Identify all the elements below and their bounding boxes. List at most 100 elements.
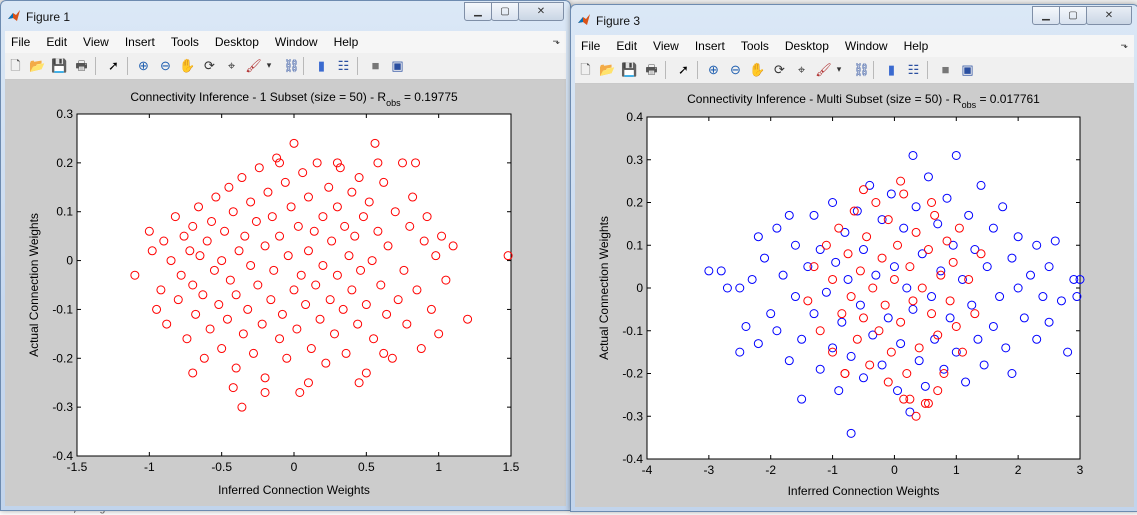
data-point: [899, 223, 909, 233]
save-icon[interactable]: 💾: [621, 62, 638, 77]
data-point: [766, 309, 776, 319]
menu-help[interactable]: Help: [903, 39, 929, 53]
data-point: [238, 329, 248, 339]
menu-tools[interactable]: Tools: [740, 39, 769, 53]
link-plot-icon[interactable]: ⛓: [283, 58, 300, 73]
figure-window-1[interactable]: Figure 1 ▁ ▢ ✕ File Edit View Insert Too…: [0, 0, 571, 511]
window-client: File Edit View Insert Tools Desktop Wind…: [575, 35, 1134, 507]
pointer-icon[interactable]: ➚: [678, 62, 689, 77]
plot-title-main: Connectivity Inference - Multi Subset (s…: [687, 92, 962, 106]
close-button[interactable]: ✕: [1086, 6, 1132, 25]
show-plot-tools-icon[interactable]: ▣: [391, 58, 404, 73]
pointer-icon[interactable]: ➚: [108, 58, 119, 73]
new-figure-icon[interactable]: 🗋: [10, 58, 21, 73]
data-cursor-icon[interactable]: ⌖: [227, 58, 236, 73]
title-bar[interactable]: Figure 1 ▁ ▢ ✕: [1, 1, 570, 31]
menu-view[interactable]: View: [83, 35, 109, 49]
data-point: [896, 176, 906, 186]
data-point: [309, 226, 319, 236]
rotate-3d-icon[interactable]: ⟳: [204, 58, 215, 73]
open-file-icon[interactable]: 📂: [29, 58, 46, 73]
minimize-button[interactable]: ▁: [1032, 6, 1060, 25]
menu-help[interactable]: Help: [333, 35, 359, 49]
legend-icon[interactable]: ☷: [907, 62, 920, 77]
plot-title-subscript: obs: [386, 98, 401, 108]
minimize-button[interactable]: ▁: [464, 2, 492, 21]
brush-icon[interactable]: 🖌: [245, 58, 262, 73]
dock-arrow-icon[interactable]: ⬎: [552, 36, 560, 46]
rotate-3d-icon[interactable]: ⟳: [774, 62, 785, 77]
brush-menu-icon[interactable]: ▾: [836, 64, 842, 74]
zoom-out-icon[interactable]: ⊖: [160, 58, 171, 73]
hide-plot-tools-icon[interactable]: ■: [941, 62, 950, 77]
data-point: [886, 347, 896, 357]
data-point: [207, 216, 217, 226]
close-button[interactable]: ✕: [518, 2, 564, 21]
data-cursor-icon[interactable]: ⌖: [797, 62, 806, 77]
menu-insert[interactable]: Insert: [694, 39, 725, 53]
toolbar-separator: [697, 61, 698, 79]
data-point: [976, 180, 986, 190]
print-icon[interactable]: 🖶: [645, 62, 658, 77]
data-point: [373, 226, 383, 236]
print-icon[interactable]: 🖶: [75, 58, 88, 73]
maximize-button[interactable]: ▢: [491, 2, 519, 21]
menu-insert[interactable]: Insert: [124, 35, 155, 49]
data-point: [908, 304, 918, 314]
toolbar-separator: [357, 57, 358, 75]
zoom-in-icon[interactable]: ⊕: [708, 62, 719, 77]
data-point: [301, 300, 311, 310]
legend-icon[interactable]: ☷: [337, 58, 350, 73]
hide-plot-tools-icon[interactable]: ■: [371, 58, 380, 73]
menu-tools[interactable]: Tools: [170, 35, 199, 49]
data-point: [217, 344, 227, 354]
menu-file[interactable]: File: [11, 35, 31, 49]
menu-desktop[interactable]: Desktop: [784, 39, 829, 53]
plot-title-value: = 0.017761: [976, 92, 1040, 106]
menu-edit[interactable]: Edit: [616, 39, 638, 53]
data-point: [144, 226, 154, 236]
colorbar-icon[interactable]: ▮: [317, 58, 326, 73]
data-point: [405, 221, 415, 231]
data-point: [387, 353, 397, 363]
zoom-in-icon[interactable]: ⊕: [138, 58, 149, 73]
new-figure-icon[interactable]: 🗋: [580, 62, 591, 77]
data-point: [182, 334, 192, 344]
data-point: [321, 358, 331, 368]
data-point: [373, 158, 383, 168]
menu-edit[interactable]: Edit: [46, 35, 68, 49]
menu-window[interactable]: Window: [844, 39, 888, 53]
data-point: [942, 193, 952, 203]
open-file-icon[interactable]: 📂: [599, 62, 616, 77]
data-point: [188, 221, 198, 231]
dock-arrow-icon[interactable]: ⬎: [1120, 40, 1128, 50]
plot-svg: Connectivity Inference - Multi Subset (s…: [597, 92, 1085, 498]
figure-window-3[interactable]: Figure 3 ▁ ▢ ✕ File Edit View Insert Too…: [570, 4, 1137, 512]
menu-desktop[interactable]: Desktop: [214, 35, 259, 49]
data-point: [202, 236, 212, 246]
data-point: [176, 270, 186, 280]
data-point: [341, 348, 351, 358]
zoom-out-icon[interactable]: ⊖: [730, 62, 741, 77]
menu-view[interactable]: View: [653, 39, 679, 53]
data-point: [152, 304, 162, 314]
y-tick-label: 0: [636, 281, 643, 295]
data-point: [1032, 334, 1042, 344]
pan-icon[interactable]: ✋: [179, 58, 196, 73]
save-icon[interactable]: 💾: [51, 58, 68, 73]
y-tick-label: 0.4: [626, 110, 643, 124]
data-point: [335, 163, 345, 173]
colorbar-icon[interactable]: ▮: [887, 62, 896, 77]
brush-menu-icon[interactable]: ▾: [266, 60, 272, 70]
show-plot-tools-icon[interactable]: ▣: [961, 62, 974, 77]
brush-icon[interactable]: 🖌: [815, 62, 832, 77]
menu-file[interactable]: File: [581, 39, 601, 53]
link-plot-icon[interactable]: ⛓: [853, 62, 870, 77]
menu-window[interactable]: Window: [274, 35, 318, 49]
pan-icon[interactable]: ✋: [749, 62, 766, 77]
data-point: [159, 236, 169, 246]
maximize-button[interactable]: ▢: [1059, 6, 1087, 25]
data-point: [353, 319, 363, 329]
title-bar[interactable]: Figure 3 ▁ ▢ ✕: [571, 5, 1137, 35]
data-point: [905, 262, 915, 272]
